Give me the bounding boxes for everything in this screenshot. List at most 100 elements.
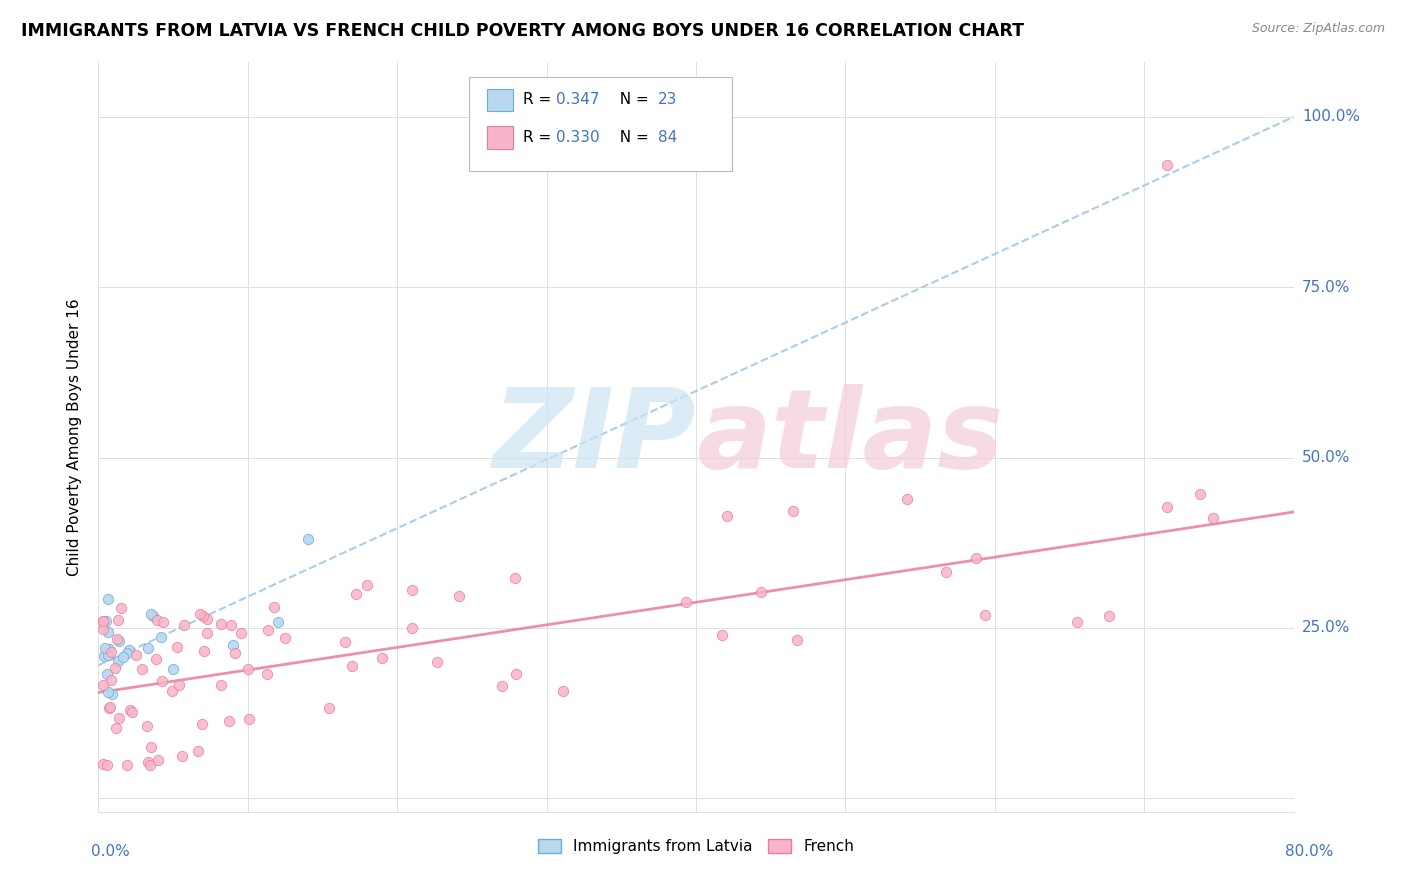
Point [505, 666, 527, 681]
Point [172, 748, 194, 763]
Point [503, 571, 526, 585]
Point [935, 566, 957, 580]
Point [553, 684, 575, 698]
Point [238, 662, 260, 676]
Point [97, 685, 120, 699]
Point [146, 753, 169, 767]
Text: 80.0%: 80.0% [1285, 845, 1333, 859]
Point [782, 503, 804, 517]
Point [120, 703, 142, 717]
Text: N =: N = [610, 93, 654, 107]
Point [1201, 510, 1223, 524]
Point [1156, 500, 1178, 514]
Point [238, 712, 260, 726]
Point [267, 615, 290, 629]
Point [195, 612, 218, 626]
Point [91, 614, 114, 628]
Text: 0.347: 0.347 [557, 93, 599, 107]
Point [98, 701, 121, 715]
Text: 23: 23 [658, 93, 678, 107]
Text: atlas: atlas [696, 384, 1004, 491]
Point [401, 621, 423, 635]
Point [218, 714, 240, 729]
Point [401, 583, 423, 598]
Point [91, 622, 114, 636]
Point [195, 626, 218, 640]
Point [101, 687, 124, 701]
Point [1156, 158, 1178, 172]
Point [162, 684, 184, 698]
Point [108, 634, 131, 648]
Point [340, 658, 363, 673]
Text: 25.0%: 25.0% [1302, 620, 1350, 635]
Text: 75.0%: 75.0% [1302, 280, 1350, 294]
Point [335, 635, 357, 649]
Point [115, 758, 138, 772]
Point [152, 615, 174, 629]
Text: Source: ZipAtlas.com: Source: ZipAtlas.com [1251, 22, 1385, 36]
Point [108, 711, 131, 725]
Point [173, 618, 195, 632]
Point [209, 678, 232, 692]
Text: R =: R = [523, 130, 555, 145]
Point [97, 648, 120, 662]
Point [224, 646, 246, 660]
Point [94, 640, 117, 655]
Text: N =: N = [610, 130, 654, 145]
Point [104, 661, 127, 675]
Point [675, 595, 697, 609]
Y-axis label: Child Poverty Among Boys Under 16: Child Poverty Among Boys Under 16 [67, 298, 83, 576]
Point [491, 679, 513, 693]
Point [447, 589, 470, 603]
Point [96, 757, 118, 772]
Point [150, 630, 173, 644]
Point [219, 618, 242, 632]
Point [91, 614, 114, 628]
Point [716, 509, 738, 524]
Point [93, 648, 115, 663]
Point [105, 632, 128, 647]
Text: 0.330: 0.330 [557, 130, 600, 145]
Point [91, 757, 114, 772]
FancyBboxPatch shape [470, 78, 733, 171]
Point [167, 678, 190, 692]
Point [139, 758, 162, 772]
Point [256, 666, 278, 681]
Point [1066, 615, 1088, 629]
Legend: Immigrants from Latvia, French: Immigrants from Latvia, French [531, 832, 860, 860]
Point [371, 650, 394, 665]
Point [110, 600, 132, 615]
Point [426, 655, 449, 669]
Point [107, 654, 129, 668]
Point [162, 663, 184, 677]
Point [166, 640, 188, 655]
Point [356, 578, 378, 592]
Point [146, 614, 169, 628]
Point [318, 701, 340, 715]
Point [966, 551, 988, 566]
Point [139, 607, 162, 622]
Text: IMMIGRANTS FROM LATVIA VS FRENCH CHILD POVERTY AMONG BOYS UNDER 16 CORRELATION C: IMMIGRANTS FROM LATVIA VS FRENCH CHILD P… [21, 22, 1024, 40]
Point [138, 755, 160, 769]
Point [96, 667, 118, 681]
Text: 50.0%: 50.0% [1302, 450, 1350, 465]
FancyBboxPatch shape [486, 88, 513, 112]
Point [209, 617, 232, 632]
Point [121, 705, 143, 719]
Point [136, 641, 159, 656]
Point [188, 607, 211, 621]
Point [124, 648, 146, 662]
Point [229, 626, 252, 640]
Point [1098, 608, 1121, 623]
Point [115, 646, 138, 660]
Point [100, 645, 122, 659]
Text: 0.0%: 0.0% [91, 845, 131, 859]
FancyBboxPatch shape [486, 126, 513, 149]
Point [94, 615, 117, 629]
Point [711, 628, 734, 642]
Point [191, 608, 214, 623]
Point [104, 721, 127, 735]
Point [98, 641, 121, 656]
Point [187, 744, 209, 758]
Point [222, 638, 245, 652]
